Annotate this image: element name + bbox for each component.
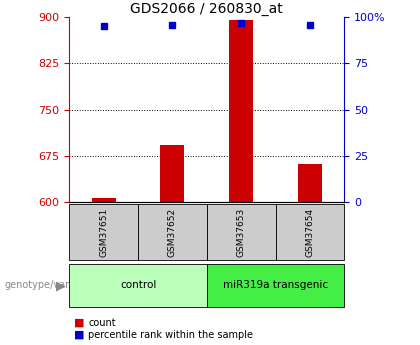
Bar — [160, 145, 184, 202]
Text: ■: ■ — [74, 330, 84, 339]
Text: GSM37652: GSM37652 — [168, 207, 177, 257]
Bar — [298, 164, 322, 202]
Text: genotype/variation: genotype/variation — [4, 280, 97, 290]
Text: GSM37654: GSM37654 — [305, 207, 315, 257]
Text: ■: ■ — [74, 318, 84, 327]
Text: ▶: ▶ — [56, 279, 66, 292]
Text: percentile rank within the sample: percentile rank within the sample — [88, 330, 253, 339]
Text: miR319a transgenic: miR319a transgenic — [223, 280, 328, 290]
Title: GDS2066 / 260830_at: GDS2066 / 260830_at — [131, 2, 283, 16]
Bar — [92, 198, 116, 202]
Text: GSM37651: GSM37651 — [99, 207, 108, 257]
Text: GSM37653: GSM37653 — [237, 207, 246, 257]
Text: control: control — [120, 280, 156, 290]
Bar — [229, 20, 253, 202]
Text: count: count — [88, 318, 116, 327]
